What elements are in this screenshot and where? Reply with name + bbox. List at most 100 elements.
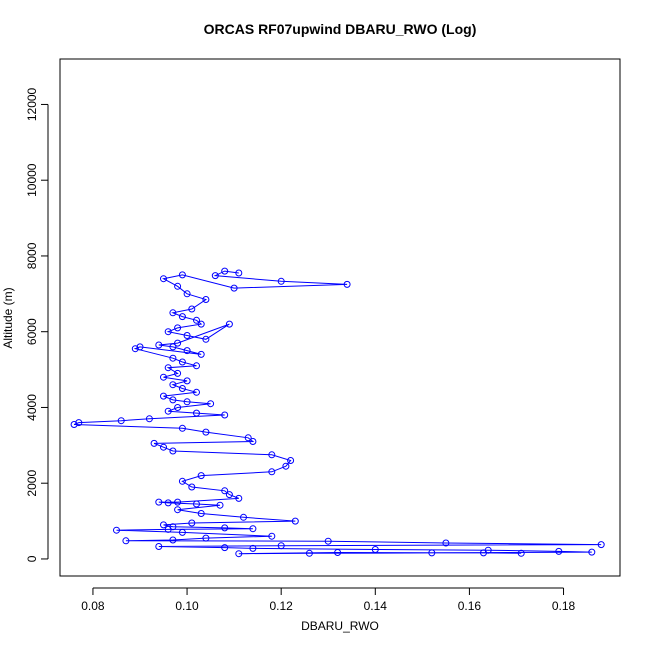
data-point: [324, 537, 332, 545]
data-point: [183, 398, 191, 406]
data-point: [160, 275, 167, 283]
data-point: [169, 343, 177, 351]
data-point: [155, 341, 163, 349]
data-point: [197, 510, 205, 517]
data-point: [178, 271, 186, 279]
x-axis-label: DBARU_RWO: [301, 619, 379, 633]
data-point: [230, 284, 238, 292]
data-point: [268, 468, 276, 476]
data-point: [188, 305, 196, 313]
data-point: [202, 335, 210, 343]
data-point: [249, 525, 257, 533]
series-layer: [70, 267, 605, 558]
data-point: [235, 269, 243, 277]
data-point: [188, 483, 196, 491]
y-tick-label: 0: [25, 555, 39, 562]
data-point: [169, 309, 177, 317]
data-point: [428, 549, 436, 557]
x-tick-label: 0.14: [364, 599, 388, 613]
data-point: [268, 532, 276, 540]
data-point: [235, 550, 243, 558]
data-point: [169, 354, 177, 362]
data-point: [221, 544, 229, 552]
data-point: [75, 419, 83, 427]
plot-frame: [59, 58, 621, 577]
y-tick-label: 2000: [25, 470, 39, 497]
data-point: [334, 549, 342, 556]
data-point: [169, 396, 177, 404]
data-point: [178, 385, 186, 392]
data-point: [178, 477, 186, 485]
data-point: [244, 434, 252, 442]
chart-title: ORCAS RF07upwind DBARU_RWO (Log): [204, 21, 477, 37]
data-point: [131, 345, 139, 353]
data-point: [136, 343, 144, 351]
data-point: [193, 388, 200, 396]
data-point: [174, 324, 182, 332]
data-point: [202, 534, 210, 542]
data-point: [169, 381, 177, 389]
data-point: [169, 536, 177, 544]
data-point: [197, 320, 205, 328]
y-tick-label: 10000: [25, 163, 39, 197]
data-point: [145, 415, 153, 423]
data-point: [178, 424, 186, 432]
y-tick-label: 6000: [25, 318, 39, 345]
data-point: [216, 501, 224, 509]
data-point: [277, 542, 285, 550]
data-point: [183, 347, 191, 355]
data-point: [193, 316, 200, 324]
data-point: [211, 272, 219, 280]
data-point: [174, 369, 182, 377]
data-point: [282, 462, 290, 470]
data-point: [174, 506, 182, 514]
data-point: [160, 392, 167, 400]
data-point: [164, 364, 172, 372]
data-point: [305, 549, 313, 557]
data-point: [240, 513, 247, 521]
data-point: [183, 332, 191, 339]
x-tick-label: 0.08: [81, 599, 105, 613]
data-point: [160, 373, 167, 381]
data-point: [188, 519, 196, 527]
y-tick-label: 4000: [25, 394, 39, 421]
data-point: [155, 498, 163, 506]
y-tick-label: 8000: [25, 242, 39, 269]
data-point: [183, 377, 191, 385]
data-point: [70, 421, 78, 428]
data-point: [160, 443, 167, 451]
data-point: [555, 547, 563, 555]
x-tick-label: 0.10: [175, 599, 199, 613]
x-axis: 0.08 0.10 0.12 0.14 0.16 0.18: [81, 587, 576, 613]
data-point: [178, 313, 186, 321]
y-tick-label: 12000: [25, 87, 39, 121]
data-point: [174, 404, 182, 411]
data-point: [117, 417, 125, 425]
data-point: [221, 487, 229, 495]
data-point: [174, 339, 182, 347]
data-point: [183, 290, 191, 298]
data-point: [197, 350, 205, 358]
data-point: [113, 526, 120, 534]
data-point: [221, 411, 229, 419]
data-point: [164, 328, 172, 336]
data-point: [221, 267, 229, 275]
data-point: [249, 544, 257, 552]
data-point: [371, 546, 379, 553]
y-axis: 0 2000 4000 6000 8000 10000 12000: [25, 87, 49, 562]
data-point: [178, 528, 186, 536]
x-tick-label: 0.12: [269, 599, 293, 613]
data-point: [268, 451, 276, 459]
x-tick-label: 0.16: [458, 599, 482, 613]
data-point: [169, 447, 177, 455]
data-point: [160, 521, 167, 529]
series-line: [73, 270, 602, 555]
data-point: [480, 549, 487, 557]
data-point: [442, 539, 450, 547]
data-point: [235, 494, 243, 502]
data-point: [221, 524, 229, 532]
data-point: [343, 280, 351, 288]
data-point: [202, 296, 210, 303]
data-point: [597, 541, 605, 549]
